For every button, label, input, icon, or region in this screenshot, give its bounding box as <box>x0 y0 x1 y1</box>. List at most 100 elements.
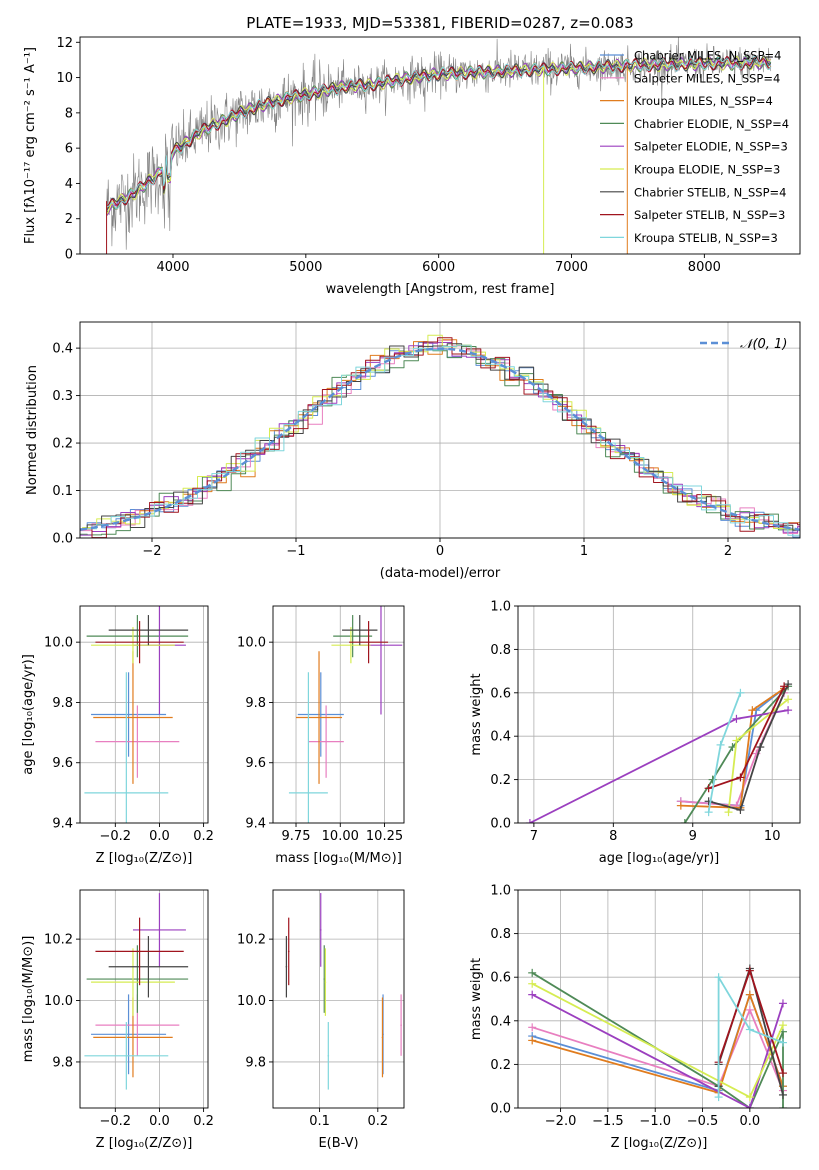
spectrum-ytick-label: 12 <box>56 36 73 51</box>
age_vs_mass-point <box>350 644 352 646</box>
weight_vs_Z-ytick-label: 0.6 <box>490 971 511 986</box>
residual-hist-step <box>80 339 800 534</box>
mass_vs_Z-plot-area <box>84 893 189 1090</box>
spectrum-ytick-label: 6 <box>65 142 73 157</box>
weight_vs_age-ytick-label: 0.4 <box>490 730 511 745</box>
age_vs_mass-ytick-label: 10.0 <box>237 636 266 651</box>
spectrum-xtick-label: 4000 <box>156 260 189 275</box>
residual_hist-xtick-label: 0 <box>436 544 444 559</box>
weight_vs_Z-series-line <box>531 972 784 1108</box>
mass_vs_ebv-point <box>287 950 290 953</box>
mass_vs_Z-ylabel: mass [log₁₀(M/M⊙)] <box>21 936 36 1063</box>
spectrum-legend-label: Salpeter ELODIE, N_SSP=3 <box>634 140 788 154</box>
spectrum-ytick-label: 2 <box>65 212 73 227</box>
age_vs_Z-panel: −0.2 0.0 0.2 9.4 9.6 9.8 10.0 Z [log₁₀(Z/Z⊙)] ag… <box>21 605 214 866</box>
spectrum-plot-area <box>106 37 772 254</box>
mass_vs_ebv-panel: 0.1 0.2 9.8 10.0 10.2 E(B-V) <box>237 889 405 1151</box>
age_vs_mass-xtick-label: 9.75 <box>282 829 311 844</box>
spectrum-ytick-label: 4 <box>65 177 73 192</box>
age_vs_Z-frame <box>79 605 209 824</box>
mass_vs_ebv-point <box>323 978 326 980</box>
weight_vs_Z-xtick-label: −1.5 <box>592 1114 624 1129</box>
weight_vs_age-panel: 7 8 9 10 0.0 0.2 0.4 0.6 0.8 1.0 age [log₁₀(age/yr… <box>469 600 801 866</box>
age_vs_mass-point <box>318 716 320 719</box>
mass_vs_ebv-xtick-label: 0.2 <box>367 1114 388 1129</box>
weight_vs_Z-panel: −2.0 −1.5 −1.0 −0.5 0.0 0.0 0.2 0.4 0.6 0.8 1.0 Z [… <box>469 884 801 1151</box>
mass_vs_ebv-frame <box>272 889 405 1109</box>
weight_vs_Z-xtick-label: −0.5 <box>687 1114 719 1129</box>
weight_vs_age-xtick-label: 8 <box>609 829 617 844</box>
weight_vs_age-ytick-label: 0.8 <box>490 643 511 658</box>
weight_vs_age-plot-area <box>525 680 793 823</box>
spectrum-model-line <box>106 56 772 207</box>
weight_vs_Z-frame <box>517 889 801 1109</box>
spectrum-xtick-label: 7000 <box>555 260 588 275</box>
weight_vs_age-ytick-label: 0.2 <box>490 773 511 788</box>
spectrum-ytick-label: 10 <box>56 71 73 86</box>
age_vs_Z-ytick-label: 9.4 <box>52 817 73 832</box>
age_vs_Z-point <box>136 635 139 637</box>
spectrum-ylabel: Flux [fλ10⁻¹⁷ erg cm⁻² s⁻¹ A⁻¹] <box>23 47 38 244</box>
weight_vs_age-xlabel: age [log₁₀(age/yr)] <box>599 851 720 866</box>
age_vs_Z-ytick-label: 9.6 <box>52 756 73 771</box>
spectrum-legend-label: Kroupa MILES, N_SSP=4 <box>634 94 773 108</box>
mass_vs_ebv-ytick-label: 10.2 <box>237 933 266 948</box>
weight_vs_Z-series-line <box>717 976 784 1098</box>
spectrum-ytick-label: 0 <box>65 248 73 263</box>
residual_hist-ytick-label: 0.0 <box>52 532 73 547</box>
spectrum-xlabel: wavelength [Angstrom, rest frame] <box>326 282 555 297</box>
residual_hist-ytick-label: 0.4 <box>52 342 73 357</box>
age_vs_mass-xtick-label: 10.25 <box>366 829 403 844</box>
weight_vs_Z-ylabel: mass weight <box>469 958 484 1040</box>
residual_hist-panel: −2 −1 0 1 2 0.0 0.1 0.2 0.3 0.4 (data-model)/error… <box>25 321 801 581</box>
weight_vs_Z-xtick-label: −1.0 <box>639 1114 671 1129</box>
spectrum-legend-label: Kroupa STELIB, N_SSP=3 <box>634 231 778 245</box>
residual_hist-ytick-label: 0.2 <box>52 437 73 452</box>
weight_vs_age-xtick-label: 9 <box>689 829 697 844</box>
weight_vs_age-xtick-label: 7 <box>530 829 538 844</box>
weight_vs_Z-xlabel: Z [log₁₀(Z/Z⊙)] <box>611 1136 708 1151</box>
residual_hist-xtick-label: −2 <box>142 544 161 559</box>
spectrum-panel: 4000 5000 6000 7000 8000 0 2 4 6 8 10 12 wavelength … <box>23 36 801 297</box>
age_vs_Z-point <box>147 629 150 631</box>
weight_vs_Z-series-line <box>531 982 784 1098</box>
mass_vs_Z-frame <box>79 889 209 1109</box>
age_vs_mass-panel: 9.75 10.00 10.25 9.4 9.6 9.8 10.0 mass [log₁₀(M… <box>237 605 405 866</box>
mass_vs_Z-point <box>132 1036 134 1039</box>
residual_hist-plot-area <box>80 334 800 538</box>
weight_vs_age-ytick-label: 1.0 <box>490 600 511 615</box>
residual_hist-xlabel: (data-model)/error <box>380 566 501 581</box>
age_vs_mass-point <box>358 629 361 631</box>
residual_hist-ytick-label: 0.1 <box>52 484 73 499</box>
spectrum-xtick-label: 6000 <box>422 260 455 275</box>
weight_vs_Z-ytick-label: 0.4 <box>490 1014 511 1029</box>
spectrum-legend-label: Chabrier STELIB, N_SSP=4 <box>634 185 786 199</box>
mass_vs_ebv-plot-area <box>285 893 402 1090</box>
residual_hist-xtick-label: 2 <box>724 544 732 559</box>
mass_vs_ebv-xtick-label: 0.1 <box>309 1114 330 1129</box>
residual_hist-ylabel: Normed distribution <box>25 365 40 495</box>
spectrum-model-line <box>106 55 772 210</box>
mass_vs_Z-point <box>138 950 141 953</box>
age_vs_mass-ytick-label: 9.8 <box>245 696 266 711</box>
mass_vs_ebv-point <box>324 981 327 983</box>
weight_vs_age-xtick-label: 10 <box>764 829 781 844</box>
residual-hist-step <box>80 342 800 536</box>
weight_vs_Z-series-line <box>531 1009 784 1091</box>
weight_vs_age-ytick-label: 0.0 <box>490 817 511 832</box>
age_vs_mass-point <box>367 641 370 643</box>
age_vs_Z-xlabel: Z [log₁₀(Z/Z⊙)] <box>96 851 193 866</box>
age_vs_Z-ytick-label: 10.0 <box>44 636 73 651</box>
weight_vs_Z-xtick-label: −2.0 <box>545 1114 577 1129</box>
weight_vs_Z-plot-area <box>528 964 787 1108</box>
mass_vs_Z-point <box>132 981 134 983</box>
weight_vs_age-series-line <box>684 685 789 823</box>
spectrum-legend-label: Salpeter STELIB, N_SSP=3 <box>634 208 785 222</box>
residual_hist-ytick-label: 0.3 <box>52 389 73 404</box>
mass_vs_Z-xlabel: Z [log₁₀(Z/Z⊙)] <box>96 1136 193 1151</box>
mass_vs_ebv-point <box>381 1036 384 1039</box>
mass_vs_Z-point <box>136 1024 139 1026</box>
spectrum-legend-label: Chabrier ELODIE, N_SSP=4 <box>634 117 789 131</box>
age_vs_Z-xtick-label: 0.0 <box>149 829 170 844</box>
